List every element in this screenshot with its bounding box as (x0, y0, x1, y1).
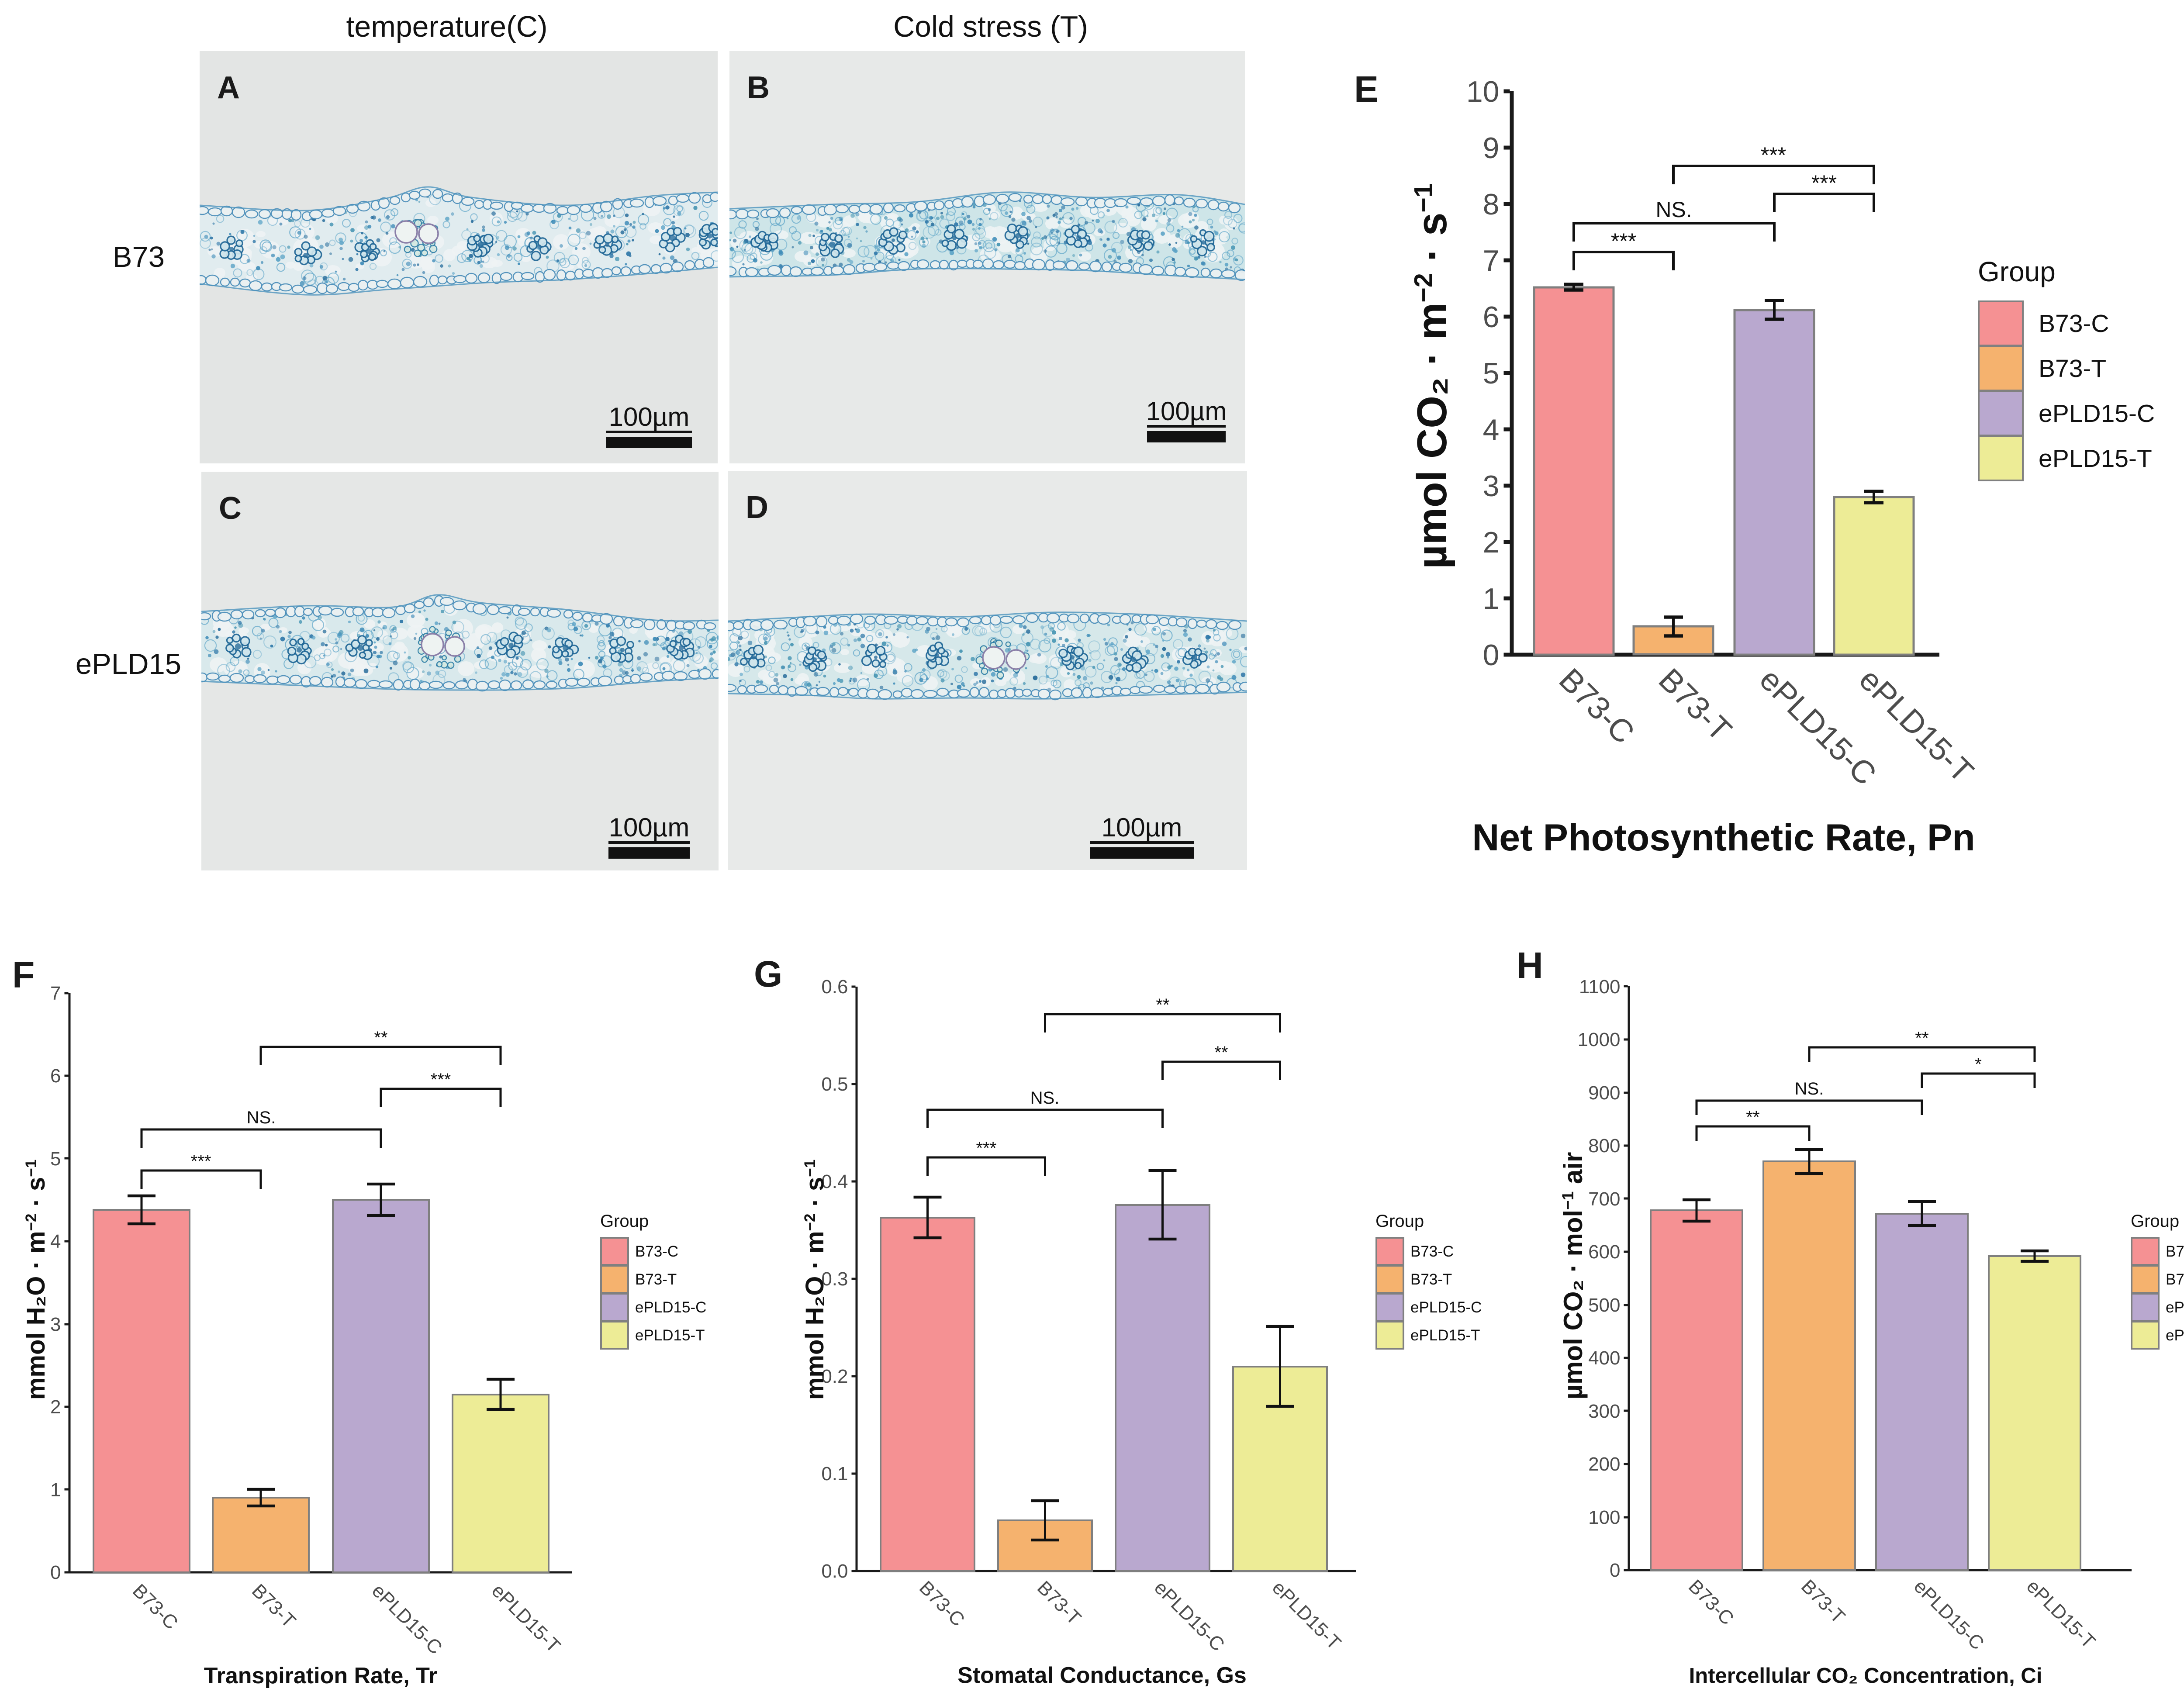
svg-text:H: H (1517, 945, 1543, 986)
svg-text:0.1: 0.1 (821, 1463, 848, 1485)
svg-text:10: 10 (1466, 75, 1500, 108)
svg-text:**: ** (1746, 1108, 1759, 1127)
svg-text:5: 5 (1483, 357, 1500, 390)
svg-text:400: 400 (1588, 1347, 1620, 1369)
svg-text:5: 5 (50, 1148, 61, 1170)
svg-text:NS.: NS. (1655, 197, 1692, 222)
svg-text:0.5: 0.5 (821, 1074, 848, 1095)
svg-text:6: 6 (1483, 300, 1500, 334)
svg-text:B73-C: B73-C (635, 1243, 678, 1260)
svg-text:0.6: 0.6 (821, 976, 848, 998)
svg-text:3: 3 (1483, 470, 1500, 503)
svg-text:0.4: 0.4 (821, 1171, 848, 1192)
svg-text:0: 0 (1610, 1560, 1620, 1581)
svg-text:2: 2 (1483, 526, 1500, 559)
svg-text:4: 4 (1483, 413, 1500, 446)
svg-text:100µm: 100µm (609, 813, 690, 842)
svg-text:1000: 1000 (1578, 1029, 1621, 1050)
svg-text:µmol CO₂ · m−2 · s−1: µmol CO₂ · m−2 · s−1 (1409, 183, 1455, 569)
svg-text:NS.: NS. (1795, 1079, 1824, 1098)
svg-text:1: 1 (1483, 582, 1500, 615)
svg-text:B73-T: B73-T (2166, 1271, 2184, 1288)
svg-text:ePLD15-T: ePLD15-T (635, 1327, 705, 1344)
svg-text:Net Photosynthetic Rate, Pn: Net Photosynthetic Rate, Pn (1472, 817, 1975, 859)
svg-text:NS.: NS. (1030, 1088, 1060, 1108)
svg-text:0: 0 (50, 1562, 61, 1583)
svg-text:***: *** (191, 1152, 211, 1171)
svg-text:B73: B73 (113, 241, 165, 273)
svg-text:A: A (217, 70, 240, 105)
svg-text:Intercellular CO₂ Concentratio: Intercellular CO₂ Concentration, Ci (1689, 1664, 2042, 1688)
svg-text:1: 1 (50, 1479, 61, 1501)
svg-text:F: F (12, 954, 35, 995)
svg-text:G: G (754, 953, 782, 994)
svg-text:300: 300 (1588, 1401, 1620, 1422)
svg-text:**: ** (1156, 995, 1169, 1015)
svg-text:ePLD15-C: ePLD15-C (1410, 1299, 1482, 1316)
svg-text:Group: Group (1978, 256, 2056, 287)
svg-text:B73-C: B73-C (2039, 310, 2109, 338)
svg-text:0.3: 0.3 (821, 1268, 848, 1290)
svg-text:Group: Group (1375, 1212, 1424, 1231)
svg-text:ePLD15-C: ePLD15-C (2039, 400, 2155, 428)
svg-text:0: 0 (1483, 639, 1500, 672)
svg-text:ePLD15-C: ePLD15-C (635, 1299, 706, 1316)
svg-text:7: 7 (50, 983, 61, 1004)
svg-text:0.2: 0.2 (821, 1366, 848, 1387)
svg-text:***: *** (1611, 229, 1636, 253)
svg-text:*: * (1975, 1055, 1982, 1074)
svg-text:ePLD15: ePLD15 (76, 648, 181, 680)
svg-text:ePLD15-T: ePLD15-T (1410, 1327, 1480, 1344)
svg-text:3: 3 (50, 1314, 61, 1335)
svg-text:mmol H₂O · m−2 · s−1: mmol H₂O · m−2 · s−1 (801, 1160, 829, 1400)
svg-text:8: 8 (1483, 188, 1500, 221)
svg-text:Stomatal Conductance, Gs: Stomatal Conductance, Gs (957, 1663, 1247, 1688)
svg-text:***: *** (431, 1070, 451, 1089)
svg-text:Cold stress (T): Cold stress (T) (893, 10, 1088, 43)
svg-text:Transpiration Rate, Tr: Transpiration Rate, Tr (204, 1663, 438, 1689)
svg-text:E: E (1354, 69, 1379, 110)
svg-text:B: B (747, 70, 770, 105)
svg-text:B73-C: B73-C (2166, 1243, 2184, 1260)
svg-text:100µm: 100µm (1146, 397, 1227, 426)
svg-text:***: *** (1811, 171, 1837, 195)
svg-text:B73-T: B73-T (635, 1271, 677, 1288)
svg-text:100µm: 100µm (609, 402, 690, 432)
svg-text:200: 200 (1588, 1454, 1620, 1475)
svg-text:500: 500 (1588, 1295, 1620, 1316)
svg-text:1100: 1100 (1579, 976, 1621, 998)
svg-text:D: D (746, 490, 768, 525)
svg-text:**: ** (1214, 1043, 1228, 1062)
svg-text:6: 6 (50, 1065, 61, 1087)
svg-text:***: *** (1761, 143, 1786, 167)
svg-text:2: 2 (50, 1396, 61, 1418)
svg-text:***: *** (976, 1139, 997, 1158)
svg-text:800: 800 (1588, 1135, 1620, 1157)
svg-text:100: 100 (1588, 1507, 1620, 1528)
svg-text:7: 7 (1483, 244, 1500, 277)
svg-text:µmol CO₂ · mol−1 air: µmol CO₂ · mol−1 air (1559, 1152, 1588, 1400)
svg-text:mmol H₂O · m−2 · s−1: mmol H₂O · m−2 · s−1 (22, 1160, 50, 1400)
svg-text:900: 900 (1588, 1082, 1620, 1104)
svg-text:**: ** (374, 1028, 387, 1047)
svg-text:ePLD15-C: ePLD15-C (2166, 1299, 2184, 1316)
svg-text:700: 700 (1588, 1188, 1620, 1210)
svg-text:temperature(C): temperature(C) (346, 10, 547, 43)
svg-text:600: 600 (1588, 1241, 1620, 1263)
svg-text:B73-C: B73-C (1410, 1243, 1454, 1260)
svg-text:ePLD15-T: ePLD15-T (2166, 1327, 2184, 1344)
svg-text:100µm: 100µm (1102, 813, 1182, 842)
svg-text:Group: Group (600, 1212, 649, 1231)
svg-text:B73-T: B73-T (2039, 355, 2106, 383)
svg-text:4: 4 (50, 1231, 61, 1252)
svg-text:**: ** (1915, 1029, 1928, 1048)
svg-text:9: 9 (1483, 131, 1500, 165)
svg-text:0.0: 0.0 (821, 1561, 848, 1582)
svg-text:ePLD15-T: ePLD15-T (2039, 445, 2152, 473)
svg-text:Group: Group (2131, 1212, 2179, 1231)
svg-text:C: C (219, 491, 242, 526)
svg-text:NS.: NS. (247, 1108, 276, 1127)
svg-text:B73-T: B73-T (1410, 1271, 1452, 1288)
